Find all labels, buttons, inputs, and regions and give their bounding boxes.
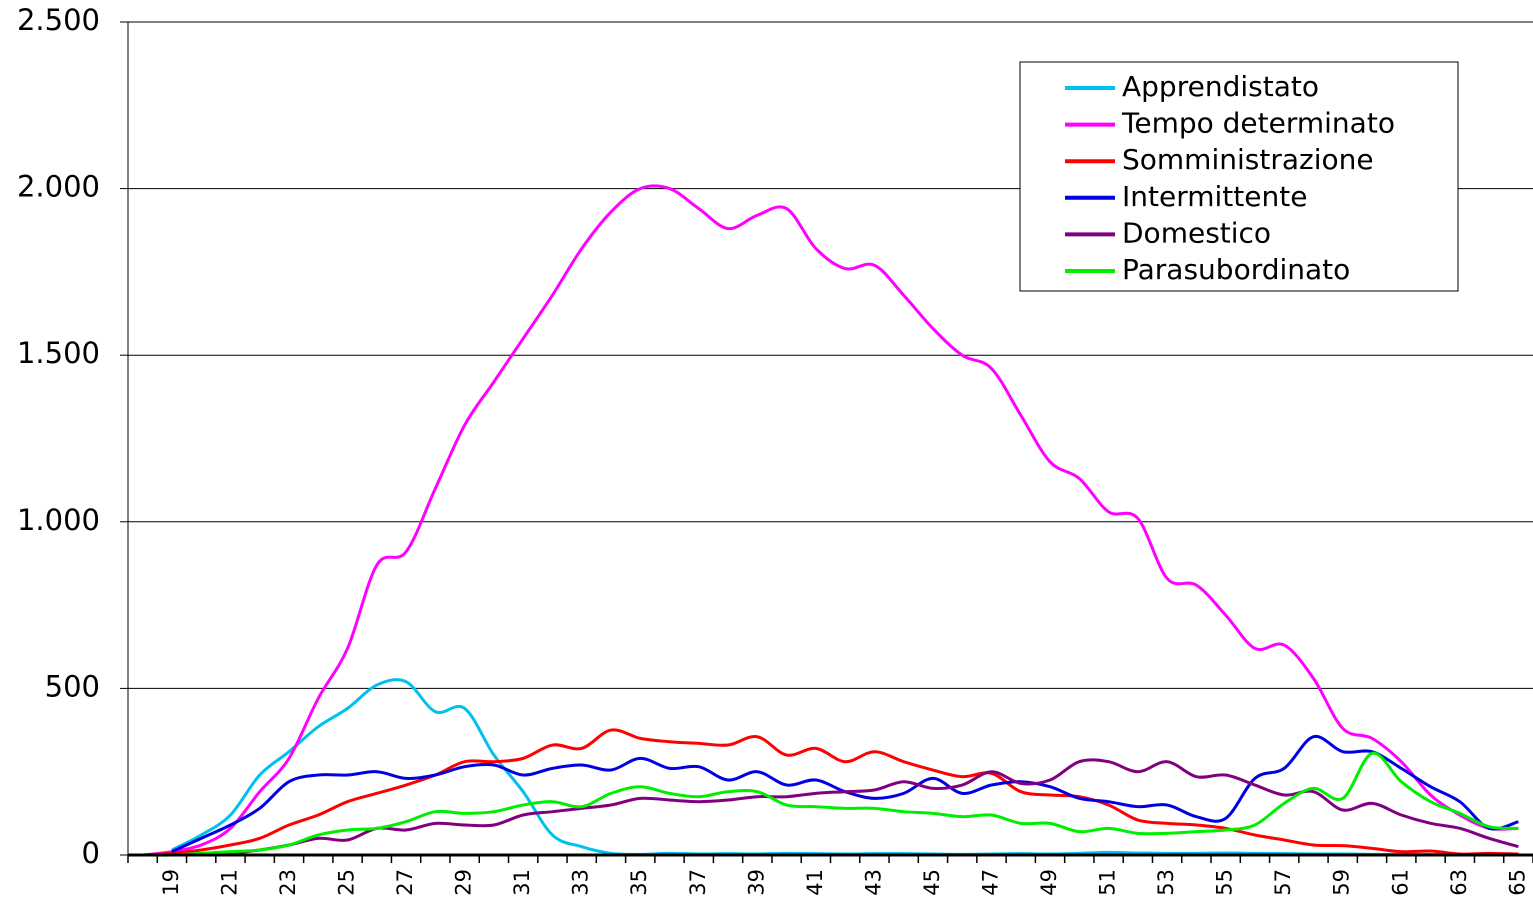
- legend-label: Intermittente: [1122, 180, 1307, 213]
- x-tick-label: 59: [1330, 869, 1354, 896]
- x-tick-label: 37: [686, 869, 710, 896]
- series-line: [142, 184, 1519, 857]
- x-tick-label: 39: [744, 869, 768, 896]
- y-tick-label: 2.500: [17, 3, 100, 37]
- x-tick-label: 49: [1037, 869, 1061, 896]
- x-tick-label: 27: [393, 869, 417, 896]
- y-tick-label: 1.000: [17, 503, 100, 537]
- legend: Apprendistato Tempo determinatoSomministr…: [1019, 61, 1459, 292]
- x-tick-label: 63: [1447, 869, 1471, 896]
- y-tick-label: 2.000: [17, 170, 100, 204]
- x-tick-label: 53: [1154, 869, 1178, 896]
- x-tick-label: 55: [1213, 869, 1237, 896]
- x-tick-label: 33: [569, 869, 593, 896]
- x-tick-label: 61: [1388, 869, 1412, 896]
- series-line: [142, 728, 1519, 857]
- x-tick-label: 35: [627, 869, 651, 896]
- x-tick-label: 47: [978, 869, 1002, 896]
- x-tick-label: 19: [159, 869, 183, 896]
- y-tick-label: 500: [45, 669, 100, 703]
- x-tick-label: 25: [335, 869, 359, 896]
- legend-box: [1019, 61, 1459, 292]
- legend-label: Parasubordinato: [1122, 253, 1350, 286]
- x-tick-label: 31: [510, 869, 534, 896]
- series-line: [142, 751, 1519, 857]
- legend-label: Somministrazione: [1122, 143, 1374, 176]
- x-tick-label: 29: [452, 869, 476, 896]
- x-tick-label: 21: [217, 869, 241, 896]
- x-tick-label: 45: [920, 869, 944, 896]
- x-tick-label: 65: [1505, 869, 1529, 896]
- x-tick-label: 41: [803, 869, 827, 896]
- legend-label: Tempo determinato: [1121, 107, 1395, 140]
- x-tick-label: 43: [861, 869, 885, 896]
- x-tick-label: 57: [1271, 869, 1295, 896]
- y-tick-label: 1.500: [17, 336, 100, 370]
- legend-label: Domestico: [1122, 216, 1271, 249]
- legend-label: Apprendistato: [1122, 70, 1319, 103]
- y-tick-label: 0: [82, 836, 100, 870]
- x-tick-label: 51: [1096, 869, 1120, 896]
- x-tick-label: 23: [276, 869, 300, 896]
